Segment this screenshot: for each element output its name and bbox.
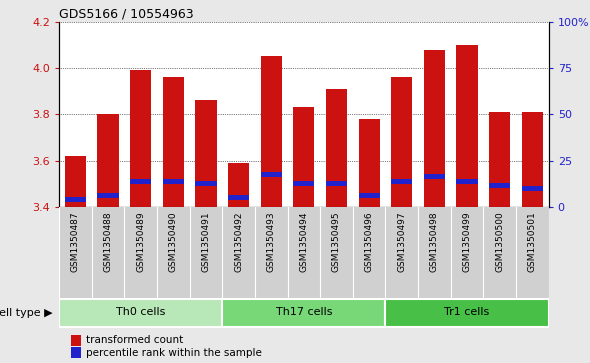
Bar	[457, 179, 478, 184]
Text: GSM1350501: GSM1350501	[528, 211, 537, 272]
Bar	[424, 50, 445, 207]
Text: GSM1350491: GSM1350491	[201, 211, 211, 272]
Bar	[163, 179, 184, 184]
Bar	[228, 195, 249, 200]
Bar	[326, 181, 347, 186]
Bar	[359, 192, 380, 197]
Text: GSM1350497: GSM1350497	[397, 211, 407, 272]
Text: GSM1350489: GSM1350489	[136, 211, 145, 272]
Bar	[522, 185, 543, 191]
Bar	[59, 299, 222, 327]
Bar	[391, 77, 412, 207]
Bar	[97, 192, 119, 197]
Text: GSM1350488: GSM1350488	[103, 211, 113, 272]
Bar	[457, 45, 478, 207]
Bar	[522, 112, 543, 207]
Text: GSM1350492: GSM1350492	[234, 211, 243, 272]
Text: GDS5166 / 10554963: GDS5166 / 10554963	[59, 8, 194, 21]
Text: transformed count: transformed count	[86, 335, 183, 346]
Text: GSM1350493: GSM1350493	[267, 211, 276, 272]
Text: Tr1 cells: Tr1 cells	[444, 307, 490, 318]
Bar	[130, 179, 151, 184]
Text: percentile rank within the sample: percentile rank within the sample	[86, 348, 261, 358]
Bar	[195, 181, 217, 186]
Text: GSM1350498: GSM1350498	[430, 211, 439, 272]
Text: GSM1350500: GSM1350500	[495, 211, 504, 272]
Bar	[228, 163, 249, 207]
Bar	[163, 77, 184, 207]
Bar	[97, 114, 119, 207]
Bar	[424, 174, 445, 179]
Bar	[385, 299, 549, 327]
Text: GSM1350494: GSM1350494	[299, 211, 309, 272]
Bar	[195, 101, 217, 207]
Text: GSM1350490: GSM1350490	[169, 211, 178, 272]
Text: GSM1350496: GSM1350496	[365, 211, 373, 272]
Bar	[293, 181, 314, 186]
Text: GSM1350495: GSM1350495	[332, 211, 341, 272]
Bar	[261, 57, 282, 207]
Bar	[261, 172, 282, 177]
Bar	[359, 119, 380, 207]
Text: GSM1350487: GSM1350487	[71, 211, 80, 272]
Text: Th0 cells: Th0 cells	[116, 307, 165, 318]
Text: GSM1350499: GSM1350499	[463, 211, 471, 272]
Bar	[65, 197, 86, 202]
Bar	[222, 299, 385, 327]
Bar	[130, 70, 151, 207]
Bar	[65, 156, 86, 207]
Bar	[326, 89, 347, 207]
Bar	[489, 183, 510, 188]
Text: Th17 cells: Th17 cells	[276, 307, 332, 318]
Bar	[293, 107, 314, 207]
Text: cell type ▶: cell type ▶	[0, 308, 53, 318]
Bar	[391, 179, 412, 184]
Bar	[489, 112, 510, 207]
